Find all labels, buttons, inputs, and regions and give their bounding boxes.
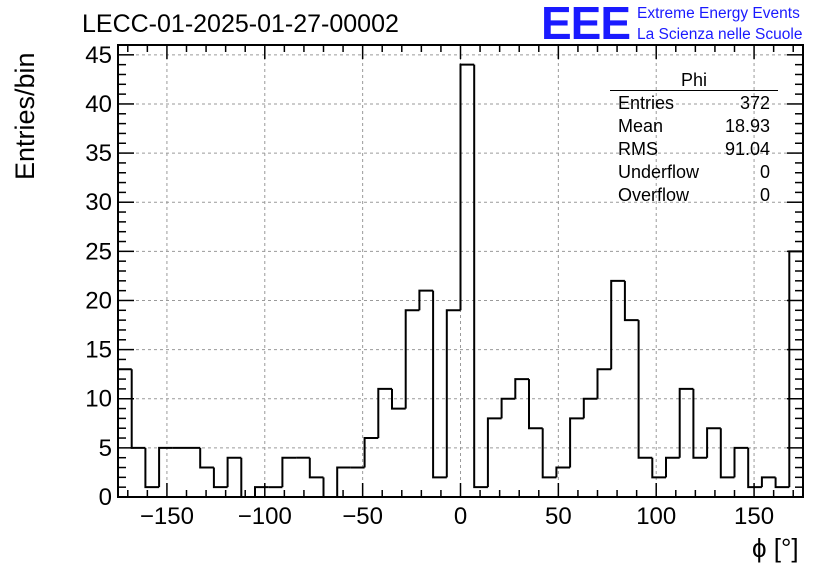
histogram-bin bbox=[254, 486, 269, 497]
x-tick-label: 100 bbox=[636, 503, 676, 530]
histogram-bin bbox=[377, 387, 392, 439]
histogram-bin bbox=[336, 466, 351, 497]
stats-value: 0 bbox=[759, 185, 770, 205]
histogram-bin bbox=[760, 476, 776, 488]
histogram-bin bbox=[308, 457, 324, 479]
x-tick-label: 150 bbox=[734, 503, 774, 530]
histogram-bin bbox=[514, 378, 529, 399]
y-tick-label: 35 bbox=[85, 140, 112, 167]
eee-logo: EEE bbox=[541, 0, 631, 49]
histogram-bin bbox=[473, 64, 488, 489]
y-axis-label: Entries/bin bbox=[10, 52, 40, 180]
histogram-bin bbox=[733, 446, 749, 478]
histogram-bin bbox=[391, 388, 406, 410]
histogram-bin bbox=[651, 457, 666, 479]
stats-value: 372 bbox=[739, 93, 770, 113]
chart-title: LECC-01-2025-01-27-00002 bbox=[82, 10, 399, 38]
histogram-bin bbox=[569, 417, 584, 468]
histogram-bin bbox=[541, 428, 557, 479]
stats-box: Phi Entries 372 Mean 18.93 RMS 91.04 Und… bbox=[610, 70, 778, 207]
histogram-bin bbox=[678, 387, 694, 458]
y-tick-label: 25 bbox=[85, 238, 112, 265]
y-tick-label: 20 bbox=[85, 287, 112, 314]
logo-caption-line1: Extreme Energy Events bbox=[637, 5, 800, 22]
histogram-bin bbox=[445, 309, 461, 478]
stats-value: 0 bbox=[759, 162, 770, 182]
histogram-bars bbox=[117, 63, 804, 498]
histogram-bin bbox=[692, 388, 708, 459]
x-tick-label: −100 bbox=[238, 503, 292, 530]
stats-row-underflow: Underflow 0 bbox=[610, 161, 778, 184]
logo-caption-line2: La Scienza nelle Scuole bbox=[637, 26, 803, 43]
tick-labels: −150 −100 −50 0 50 100 150 0 5 10 15 20 25 30 35 40 45 bbox=[85, 42, 774, 530]
x-tick-label: 0 bbox=[454, 503, 467, 530]
y-tick-label: 45 bbox=[85, 42, 112, 69]
y-tick-label: 5 bbox=[99, 435, 112, 462]
stats-box-title: Phi bbox=[680, 70, 707, 90]
stats-label: Entries bbox=[618, 93, 675, 113]
histogram-bin bbox=[623, 280, 639, 322]
stats-label: Overflow bbox=[618, 185, 690, 205]
histogram-bin bbox=[596, 368, 612, 399]
histogram-bin bbox=[459, 63, 475, 311]
histogram-bin bbox=[555, 466, 571, 478]
stats-row-entries: Entries 372 bbox=[610, 92, 778, 115]
ticks bbox=[118, 45, 803, 498]
x-tick-label: 50 bbox=[545, 503, 572, 530]
histogram-bin bbox=[158, 446, 173, 488]
histogram-bin bbox=[418, 289, 434, 311]
y-tick-label: 30 bbox=[85, 189, 112, 216]
histogram-bin bbox=[665, 456, 680, 478]
stats-value: 18.93 bbox=[724, 116, 770, 136]
histogram-bin bbox=[706, 427, 721, 458]
stats-row-overflow: Overflow 0 bbox=[610, 184, 778, 207]
x-tick-label: −150 bbox=[140, 503, 194, 530]
stats-label: Mean bbox=[618, 116, 664, 136]
histogram-bin bbox=[500, 397, 516, 419]
histogram-bin bbox=[747, 447, 762, 489]
stats-row-mean: Mean 18.93 bbox=[610, 115, 778, 138]
histogram-bin bbox=[719, 428, 735, 479]
histogram-bin bbox=[322, 477, 338, 498]
histogram-bin bbox=[130, 369, 146, 449]
histogram-bin bbox=[774, 477, 790, 489]
histogram-bin bbox=[226, 456, 242, 488]
histogram-bin bbox=[199, 447, 214, 469]
histogram-bin bbox=[788, 250, 804, 497]
stats-box-divider bbox=[610, 90, 778, 91]
histogram-bin bbox=[486, 417, 502, 488]
histogram-bin bbox=[582, 397, 598, 419]
histogram-bin bbox=[432, 290, 447, 479]
histogram-bin bbox=[144, 447, 160, 489]
histogram-bin bbox=[404, 309, 420, 409]
histogram-bin bbox=[637, 320, 653, 459]
histogram-bin bbox=[212, 467, 228, 489]
histogram-bin bbox=[610, 279, 625, 370]
stats-row-rms: RMS 91.04 bbox=[610, 138, 778, 161]
histogram-bin bbox=[281, 456, 297, 488]
stats-label: Underflow bbox=[618, 162, 700, 182]
histogram-bin bbox=[363, 437, 379, 468]
logo-caption: Extreme Energy Events La Scienza nelle S… bbox=[637, 3, 802, 45]
y-tick-label: 40 bbox=[85, 91, 112, 118]
stats-value: 91.04 bbox=[724, 139, 770, 159]
y-tick-label: 10 bbox=[85, 386, 112, 413]
y-tick-label: 0 bbox=[99, 484, 112, 511]
histogram-bin bbox=[240, 457, 255, 498]
histogram-bin bbox=[528, 379, 543, 430]
x-tick-label: −50 bbox=[342, 503, 383, 530]
y-tick-label: 15 bbox=[85, 337, 112, 364]
stats-label: RMS bbox=[618, 139, 658, 159]
x-axis-label: ϕ [°] bbox=[752, 533, 799, 563]
